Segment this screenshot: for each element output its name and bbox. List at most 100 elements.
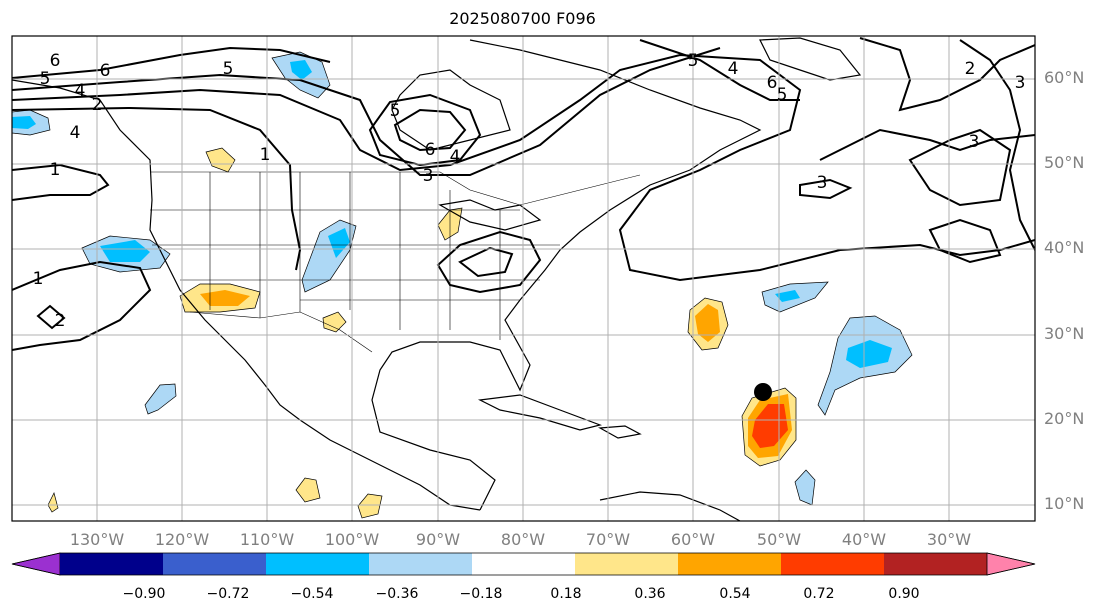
contour-label: 5 bbox=[40, 69, 51, 89]
colorbar-label: −0.18 bbox=[459, 586, 503, 602]
contour-label: 2 bbox=[92, 95, 103, 115]
graticule bbox=[12, 36, 1035, 521]
colorbar-label: 0.18 bbox=[550, 586, 582, 602]
contour-east-inner-2 bbox=[928, 218, 1002, 264]
lon-label: 30°W bbox=[926, 530, 972, 549]
contour-label: 6 bbox=[100, 61, 111, 81]
colorbar-segment bbox=[60, 553, 163, 575]
colorbar-label: 0.72 bbox=[803, 586, 835, 602]
coastline-gulf-east bbox=[371, 39, 762, 511]
lon-label: 80°W bbox=[500, 530, 546, 549]
colorbar-segment bbox=[472, 553, 575, 575]
contour-label: 4 bbox=[75, 81, 86, 101]
colorbar-segment bbox=[266, 553, 369, 575]
lon-label: 40°W bbox=[841, 530, 887, 549]
colorbar-segment bbox=[781, 553, 884, 575]
blue-core-hudson-west bbox=[290, 60, 312, 80]
blue-core-mid-atlantic bbox=[775, 290, 800, 302]
lon-label: 130°W bbox=[69, 530, 125, 549]
contour-label: 3 bbox=[1015, 73, 1026, 93]
contour-label: 1 bbox=[260, 145, 271, 165]
contour-label: 4 bbox=[728, 59, 739, 79]
contour-label: 4 bbox=[450, 147, 461, 167]
contour-labels: 6 5 6 4 2 4 1 5 5 1 6 4 3 5 4 6 5 2 3 3 … bbox=[33, 51, 1026, 331]
lon-label: 50°W bbox=[756, 530, 802, 549]
blue-region-mexico-pacific bbox=[144, 383, 177, 415]
colorbar-extend-max bbox=[986, 552, 1036, 576]
map-title: 2025080700 F096 bbox=[449, 9, 596, 28]
contour-label: 5 bbox=[390, 101, 401, 121]
contour-label: 3 bbox=[969, 132, 980, 152]
contour-se-inner bbox=[458, 246, 514, 278]
storm-position-dot bbox=[754, 383, 772, 401]
contour-long-1 bbox=[12, 53, 1035, 282]
colorbar-segment bbox=[369, 553, 472, 575]
state-lines-b bbox=[150, 209, 560, 301]
contour-east-interior bbox=[908, 128, 1012, 207]
contour-label: 6 bbox=[50, 51, 61, 71]
contour-label: 5 bbox=[223, 59, 234, 79]
contour-label: 2 bbox=[55, 311, 66, 331]
contour-label: 3 bbox=[817, 173, 828, 193]
coastline-great-lakes bbox=[438, 199, 542, 231]
lon-label: 60°W bbox=[670, 530, 716, 549]
yellow-region-central-america-a bbox=[295, 477, 321, 503]
lon-label: 70°W bbox=[585, 530, 631, 549]
contour-label: 5 bbox=[688, 51, 699, 71]
contour-ring-ne-canada-inner bbox=[393, 108, 467, 152]
contour-label: 4 bbox=[70, 123, 81, 143]
contour-label: 6 bbox=[767, 73, 778, 93]
orange-core-southwest bbox=[200, 290, 250, 306]
lon-label: 120°W bbox=[154, 530, 210, 549]
contour-long-3 bbox=[12, 46, 331, 79]
coastline-greenland bbox=[759, 37, 862, 81]
contours bbox=[12, 37, 1035, 351]
blue-core-east-atlantic bbox=[846, 340, 892, 368]
contour-label: 2 bbox=[965, 59, 976, 79]
lat-label: 60°N bbox=[1044, 68, 1085, 87]
contour-atlantic-east bbox=[959, 39, 1035, 251]
colorbar-segment bbox=[163, 553, 266, 575]
colorbar-segment bbox=[884, 553, 987, 575]
colorbar-label: −0.72 bbox=[206, 586, 250, 602]
contour-label: 5 bbox=[777, 85, 788, 105]
map-frame bbox=[11, 35, 1036, 522]
blue-core-pacific-nw bbox=[12, 116, 36, 129]
contour-ring-ne-canada bbox=[368, 93, 482, 167]
contour-se-ring bbox=[436, 230, 542, 294]
colorbar-segment bbox=[678, 553, 781, 575]
orange-core-north-atlantic bbox=[695, 304, 720, 342]
colorbar bbox=[11, 552, 1036, 576]
colorbar-label: 0.54 bbox=[719, 586, 751, 602]
contour-label: 3 bbox=[423, 166, 434, 186]
lat-label: 20°N bbox=[1044, 409, 1085, 428]
lon-label: 100°W bbox=[324, 530, 380, 549]
colorbar-outline bbox=[11, 552, 1036, 576]
contour-atlantic-north bbox=[859, 37, 1035, 112]
lat-label: 40°N bbox=[1044, 238, 1085, 257]
lon-label: 90°W bbox=[415, 530, 461, 549]
us-canada-border bbox=[150, 171, 641, 206]
coastline-hispaniola bbox=[597, 425, 642, 439]
contour-long-4 bbox=[12, 106, 302, 271]
colorbar-extend-min bbox=[11, 552, 61, 576]
coastline-south-america bbox=[599, 491, 741, 521]
blue-region-small-tropical bbox=[794, 469, 816, 506]
coastline-cuba bbox=[477, 394, 603, 431]
contour-atlantic-wave bbox=[639, 39, 800, 101]
contour-sw-small bbox=[36, 304, 66, 330]
colorbar-label: 0.90 bbox=[888, 586, 920, 602]
political-boundaries bbox=[150, 171, 641, 353]
colorbar-segment bbox=[575, 553, 678, 575]
lat-label: 10°N bbox=[1044, 494, 1085, 513]
contour-sw-ring bbox=[12, 260, 152, 351]
lat-label: 50°N bbox=[1044, 153, 1085, 172]
lat-label: 30°N bbox=[1044, 324, 1085, 343]
colorbar-label: −0.54 bbox=[290, 586, 334, 602]
blue-core-california bbox=[100, 240, 150, 262]
contour-east-loop bbox=[819, 128, 1035, 161]
colorbar-label: −0.90 bbox=[122, 586, 166, 602]
yellow-region-texas bbox=[322, 311, 347, 333]
contour-label: 6 bbox=[425, 140, 436, 160]
